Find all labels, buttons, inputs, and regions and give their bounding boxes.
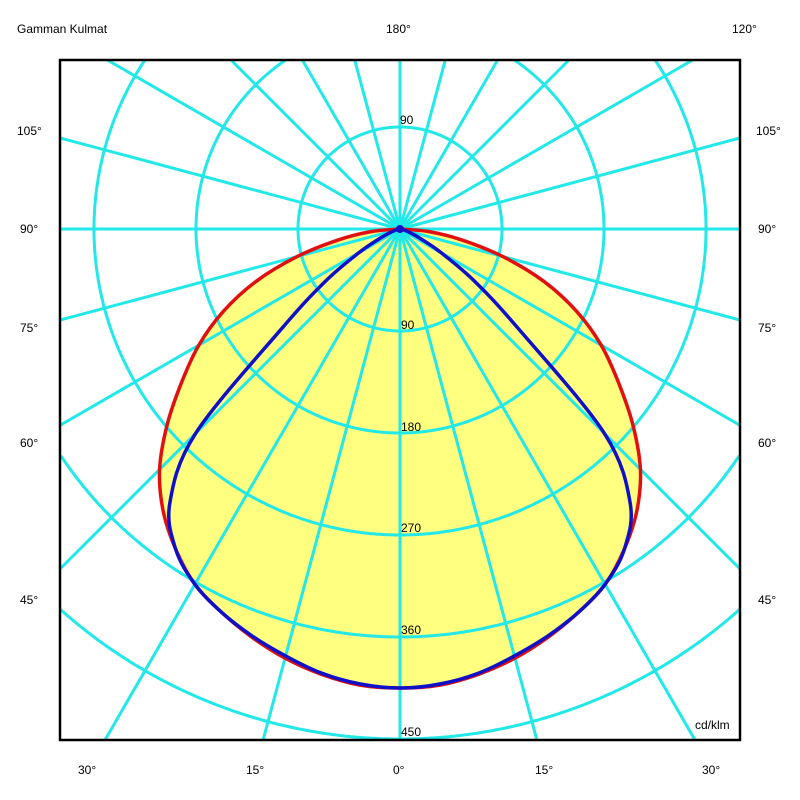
- bottom-angle-label: 15°: [535, 763, 554, 777]
- title-left: Gamman Kulmat: [17, 22, 108, 36]
- grid-radial-line: [103, 228, 402, 740]
- grid-radial-line: [398, 60, 499, 230]
- right-angle-label: 45°: [758, 593, 777, 607]
- grid-radial-line: [399, 227, 740, 427]
- grid-radial-line: [229, 60, 402, 231]
- grid-ring: [92, 60, 708, 537]
- right-angle-label: 105°: [756, 124, 781, 138]
- radial-tick-label: 450: [401, 725, 422, 739]
- right-angle-label: 90°: [758, 222, 777, 236]
- grid-radial-line: [398, 227, 740, 571]
- center-point: [396, 225, 404, 233]
- grid-radial-line: [399, 136, 740, 231]
- grid-radial-line: [106, 60, 401, 231]
- grid-radial-line: [60, 227, 401, 427]
- left-angle-label: 45°: [20, 593, 39, 607]
- title-center: 180°: [386, 22, 411, 36]
- left-angle-label: 60°: [20, 436, 39, 450]
- right-angle-label: 75°: [758, 321, 777, 335]
- grid-radial-line: [60, 227, 402, 571]
- radial-tick-label: 360: [401, 623, 422, 637]
- grid-radial-line: [399, 227, 740, 322]
- series-2-curve: [167, 227, 633, 690]
- radial-top-label: 90: [400, 113, 414, 127]
- bottom-angle-label: 15°: [246, 763, 265, 777]
- left-angle-label: 105°: [17, 124, 42, 138]
- left-angle-label: 90°: [20, 222, 39, 236]
- right-angle-label: 60°: [758, 436, 777, 450]
- grid-radial-line: [60, 136, 401, 231]
- left-angle-label: 75°: [20, 321, 39, 335]
- bottom-angle-label: 30°: [78, 763, 97, 777]
- bottom-angle-label: 30°: [702, 763, 721, 777]
- grid-radial-line: [353, 60, 402, 230]
- radial-tick-label: 180: [401, 420, 422, 434]
- unit-label: cd/klm: [695, 718, 730, 732]
- grid-radial-line: [398, 60, 571, 231]
- grid-radial-line: [398, 60, 447, 230]
- radial-tick-label: 90: [401, 318, 415, 332]
- grid-radial-line: [399, 60, 694, 231]
- grid-ring: [194, 60, 606, 435]
- grid-radial-line: [301, 60, 402, 230]
- grid-radial-line: [60, 227, 401, 322]
- radial-tick-label: 270: [401, 521, 422, 535]
- bottom-angle-label: 0°: [393, 763, 405, 777]
- title-right: 120°: [732, 22, 757, 36]
- plot-frame: [58, 58, 742, 742]
- grid-radial-line: [398, 228, 697, 740]
